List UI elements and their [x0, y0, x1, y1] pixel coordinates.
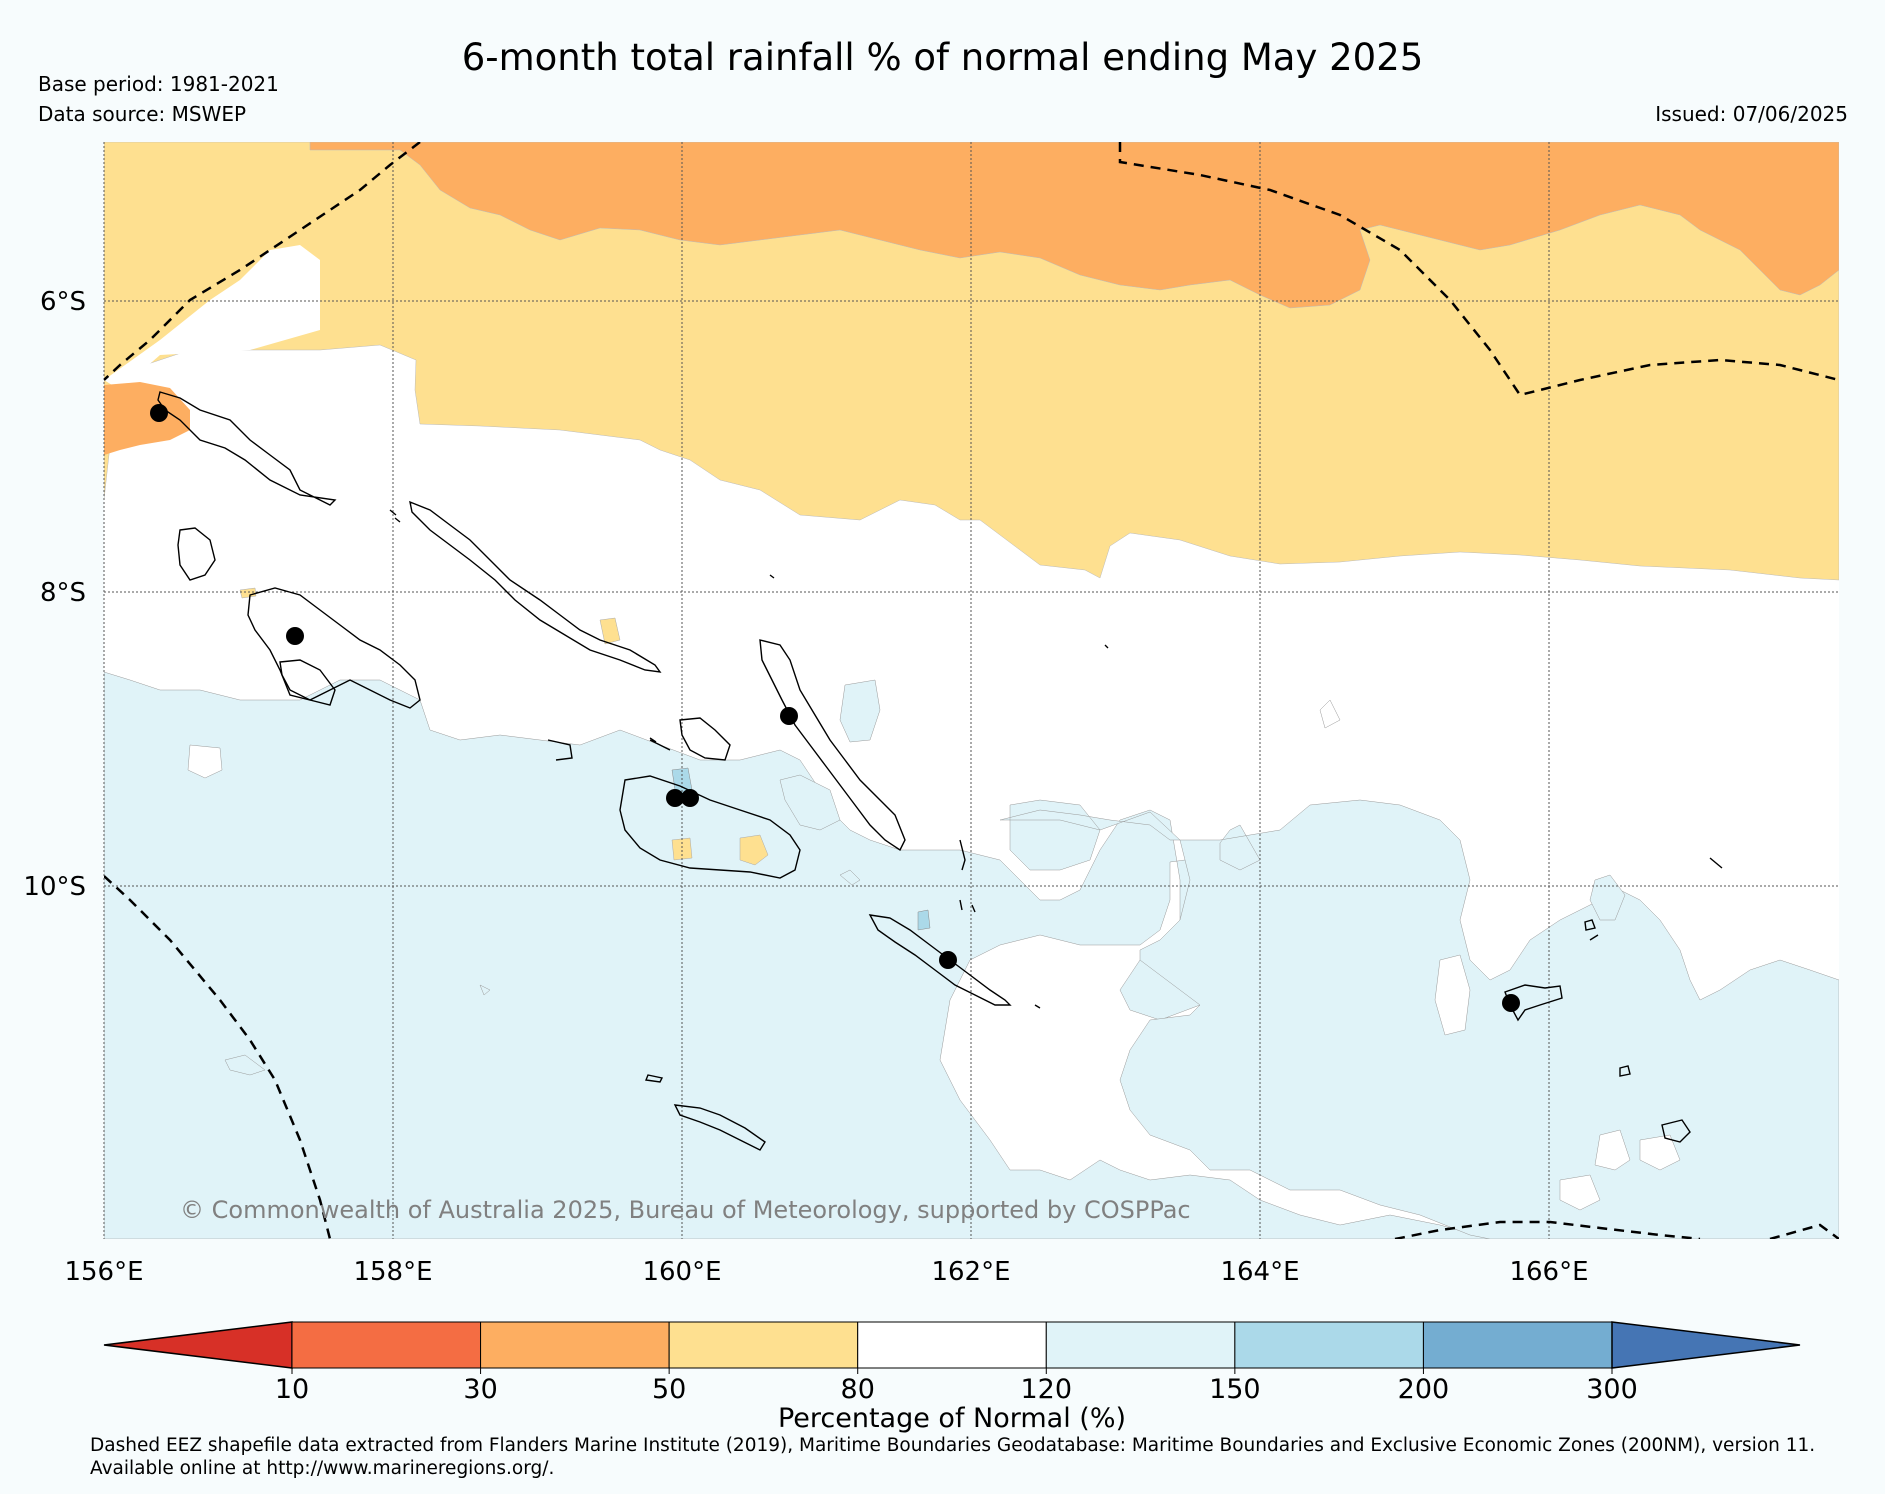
duff-islands	[1584, 857, 1723, 941]
colorbar-tick-label: 80	[841, 1374, 875, 1405]
footer-line-2: Available online at http://www.marinereg…	[90, 1458, 555, 1479]
map-title: 6-month total rainfall % of normal endin…	[461, 36, 1424, 79]
new-georgia-islands	[247, 587, 421, 709]
colorbar-segment	[291, 1321, 482, 1369]
colorbar-tick-label: 50	[652, 1374, 686, 1405]
lat-label-10s: 10°S	[23, 872, 86, 902]
station-marker	[1502, 994, 1520, 1012]
lat-label-6s: 6°S	[40, 287, 86, 317]
copyright-notice: © Commonwealth of Australia 2025, Bureau…	[180, 1196, 1191, 1224]
eez-boundaries	[104, 142, 1839, 1239]
colorbar-segment	[480, 1321, 670, 1369]
colorbar-tick-label: 120	[1021, 1374, 1073, 1405]
band-50-80-blobs	[239, 587, 769, 866]
station-marker	[150, 404, 168, 422]
lon-label-160e: 160°E	[642, 1257, 721, 1287]
data-source: Data source: MSWEP	[38, 102, 247, 126]
florida-islands	[679, 717, 731, 761]
nendo-island	[1504, 984, 1563, 1022]
colorbar-segment	[1234, 1321, 1424, 1369]
station-marker	[286, 627, 304, 645]
colorbar-tick-label: 10	[275, 1374, 309, 1405]
lon-label-164e: 164°E	[1220, 1257, 1299, 1287]
band-80-120-pockets	[187, 699, 1681, 1211]
rainfall-fields	[104, 142, 1839, 1239]
rennell-island	[645, 1074, 664, 1083]
gridlines	[103, 142, 1839, 1239]
colorbar-tick-label: 30	[463, 1374, 497, 1405]
eez-north-east	[1118, 142, 1839, 397]
coastlines	[157, 391, 1723, 1151]
band-120-150-patches	[224, 679, 1626, 1076]
colorbar-tick-label: 200	[1398, 1374, 1450, 1405]
issued-date: Issued: 07/06/2025	[1655, 102, 1848, 126]
station-marker	[780, 707, 798, 725]
colorbar-title: Percentage of Normal (%)	[778, 1403, 1126, 1434]
band-80-120-inlet	[104, 245, 320, 390]
colorbar-tick-label: 150	[1209, 1374, 1261, 1405]
station-marker	[681, 789, 699, 807]
vanikoro-island	[1619, 1065, 1631, 1077]
footer-line-1: Dashed EEZ shapefile data extracted from…	[90, 1435, 1816, 1456]
rendova-island	[279, 659, 336, 706]
colorbar-segment	[668, 1321, 859, 1369]
bougainville-island	[157, 391, 337, 506]
malaita-island	[868, 914, 1012, 1006]
lon-label-166e: 166°E	[1509, 1257, 1588, 1287]
colorbar: 10 30 50 80 120 150 200 300	[103, 1321, 1801, 1405]
station-marker	[666, 789, 684, 807]
colorbar-segment	[1422, 1321, 1613, 1369]
makira-island	[673, 1104, 766, 1151]
stations	[150, 404, 1520, 1012]
lon-label-156e: 156°E	[64, 1257, 143, 1287]
base-period: Base period: 1981-2021	[38, 72, 279, 96]
guadalcanal-island	[619, 775, 801, 879]
colorbar-segment	[857, 1321, 1047, 1369]
colorbar-extend-low	[103, 1321, 293, 1369]
band-30-50	[309, 142, 1839, 309]
band-50-80	[104, 142, 1839, 581]
station-marker	[939, 951, 957, 969]
colorbar-segment	[1045, 1321, 1236, 1369]
band-30-50-west	[104, 382, 190, 455]
band-120-150-east	[999, 799, 1839, 1239]
vella-lavella-island	[177, 527, 216, 581]
lat-label-8s: 8°S	[40, 578, 86, 608]
eez-south-east	[1394, 1220, 1839, 1239]
choiseul-island	[409, 500, 662, 673]
lon-label-162e: 162°E	[931, 1257, 1010, 1287]
lon-label-158e: 158°E	[353, 1257, 432, 1287]
utupua-island	[1661, 1119, 1691, 1143]
eez-north-west	[104, 142, 421, 381]
colorbar-extend-high	[1611, 1321, 1801, 1369]
colorbar-tick-label: 300	[1586, 1374, 1638, 1405]
small-islets	[389, 509, 1109, 1009]
footer-attribution: Dashed EEZ shapefile data extracted from…	[90, 1434, 1815, 1480]
eez-south-west	[104, 875, 332, 1239]
